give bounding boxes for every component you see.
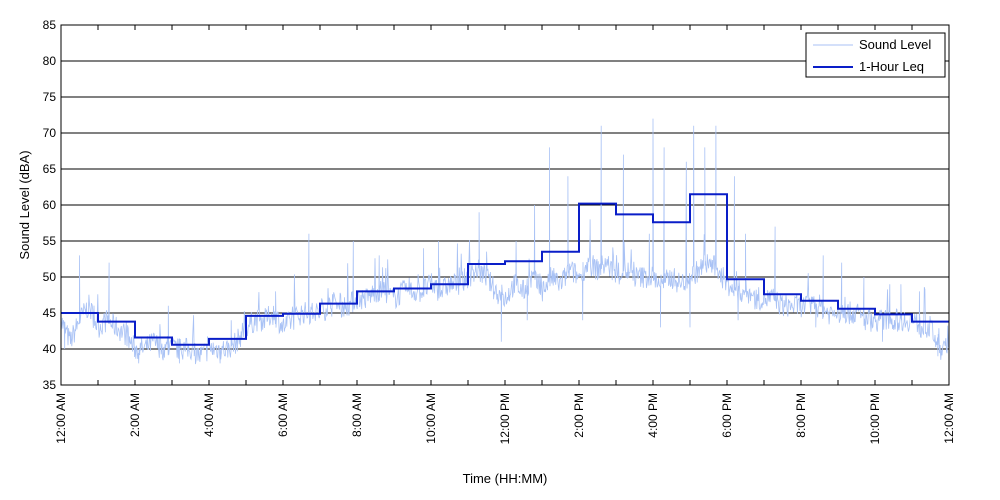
y-tick-label: 75 [43, 90, 57, 104]
x-tick-label: 8:00 PM [794, 393, 808, 438]
x-tick-label: 2:00 PM [572, 393, 586, 438]
y-tick-label: 50 [43, 270, 57, 284]
x-tick-label: 4:00 PM [646, 393, 660, 438]
gridlines [61, 60, 949, 350]
y-tick-label: 55 [43, 234, 57, 248]
x-tick-label: 2:00 AM [128, 393, 142, 437]
y-tick-label: 70 [43, 126, 57, 140]
y-tick-label: 35 [43, 378, 57, 392]
series-sound-level-line [60, 118, 950, 365]
x-tick-label: 12:00 PM [498, 393, 512, 444]
x-tick-label: 6:00 AM [276, 393, 290, 437]
y-tick-labels: 35 40 45 50 55 60 65 70 75 80 85 [43, 18, 57, 392]
y-tick-label: 40 [43, 342, 57, 356]
x-tick-label: 12:00 AM [942, 393, 956, 444]
x-tick-label: 10:00 PM [868, 393, 882, 444]
x-axis-title: Time (HH:MM) [463, 471, 548, 486]
legend-label-1-hour-leq: 1-Hour Leq [859, 59, 924, 74]
series-layer [60, 118, 950, 365]
legend: Sound Level 1-Hour Leq [805, 32, 946, 78]
x-tick-label: 6:00 PM [720, 393, 734, 438]
x-tick-label: 8:00 AM [350, 393, 364, 437]
legend-label-sound-level: Sound Level [859, 37, 931, 52]
x-tick-label: 12:00 AM [54, 393, 68, 444]
x-tick-label: 10:00 AM [424, 393, 438, 444]
y-tick-label: 65 [43, 162, 57, 176]
y-axis-title: Sound Level (dBA) [17, 150, 32, 259]
legend-box [805, 32, 946, 78]
y-tick-label: 60 [43, 198, 57, 212]
y-tick-label: 85 [43, 18, 57, 32]
x-tick-labels: 12:00 AM 2:00 AM 4:00 AM 6:00 AM 8:00 AM 10:0… [54, 393, 956, 444]
y-tick-label: 80 [43, 54, 57, 68]
series-1-hour-leq-line [61, 193, 949, 346]
plot-frame [60, 24, 950, 386]
x-tick-label: 4:00 AM [202, 393, 216, 437]
y-tick-label: 45 [43, 306, 57, 320]
